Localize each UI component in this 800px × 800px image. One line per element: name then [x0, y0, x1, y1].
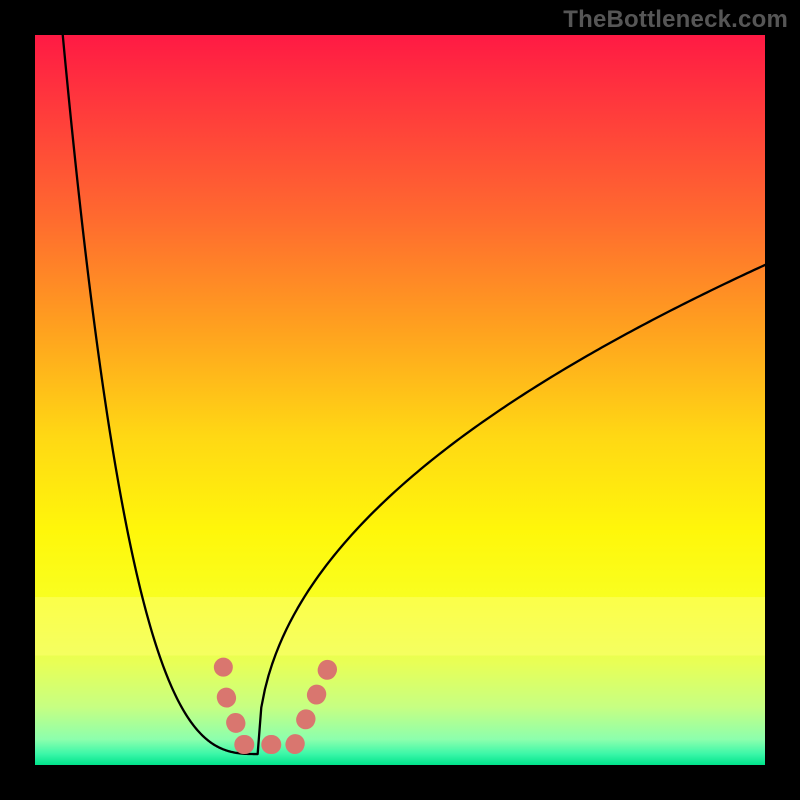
outer-canvas: TheBottleneck.com	[0, 0, 800, 800]
dotted-marker-isolated	[214, 658, 233, 677]
plot-svg	[35, 35, 765, 765]
watermark-text: TheBottleneck.com	[563, 6, 788, 34]
plot-area	[35, 35, 765, 765]
